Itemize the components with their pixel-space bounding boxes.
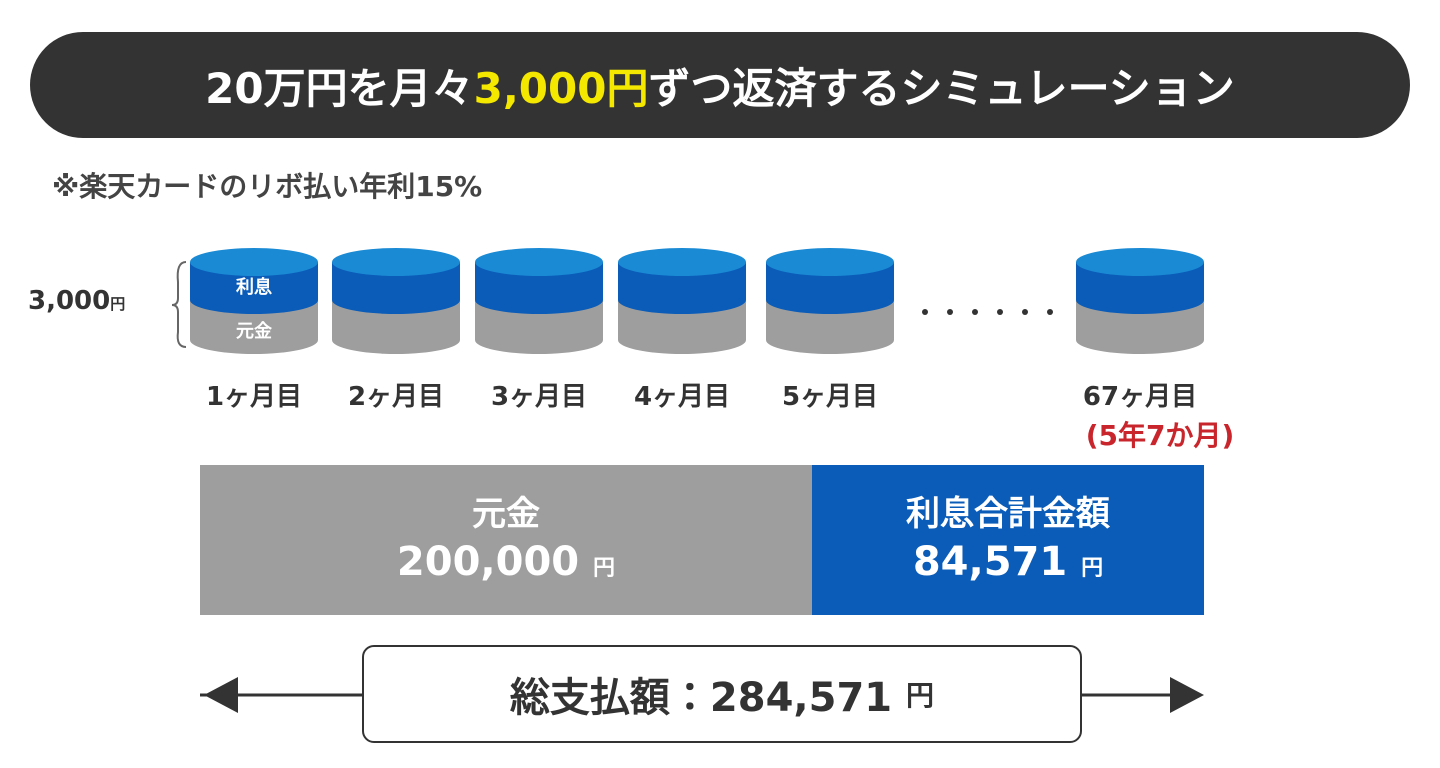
coin-top: [618, 248, 746, 276]
coin-principal: [475, 300, 603, 354]
coin-interest: [475, 262, 603, 314]
coin-top: [475, 248, 603, 276]
coin-top: [1076, 248, 1204, 276]
coin-principal: [332, 300, 460, 354]
payment-amount: 3,000円: [28, 286, 125, 316]
total-label: 総支払額：284,571: [509, 675, 893, 721]
title-highlight: 3,000円: [473, 63, 649, 113]
coin-interest: [618, 262, 746, 314]
coin-principal: [1076, 300, 1204, 354]
interest-bar: 利息合計金額 84,571 円: [812, 465, 1204, 615]
month-label: 2ヶ月目: [347, 382, 445, 412]
month-label: 1ヶ月目: [205, 382, 303, 412]
interest-label: 利息: [236, 276, 272, 298]
coin-principal: [618, 300, 746, 354]
title: 20万円を月々: [205, 63, 474, 113]
coin-top: [766, 248, 894, 276]
total-box: 総支払額：284,571 円: [362, 645, 1082, 743]
label: 利息合計金額: [906, 493, 1110, 534]
unit: 円: [110, 295, 126, 313]
note: ※楽天カードのリボ払い年利15%: [52, 170, 483, 203]
coin-interest: [766, 262, 894, 314]
brace: [171, 261, 187, 348]
duration: (5年7か月): [1085, 419, 1235, 452]
month-label: 4ヶ月目: [633, 382, 731, 412]
unit: 円: [593, 556, 616, 582]
coin-top: [190, 248, 318, 276]
principal-label: 元金: [236, 320, 273, 342]
principal-bar: 元金 200,000 円: [200, 465, 812, 615]
month-label: 3ヶ月目: [490, 382, 588, 412]
coin-top: [332, 248, 460, 276]
title: ずつ返済するシミュレーション: [648, 63, 1235, 113]
month-label: 5ヶ月目: [781, 382, 879, 412]
coin-principal: [190, 300, 318, 354]
label: 元金: [472, 493, 540, 534]
amount: 84,571: [912, 539, 1068, 586]
coin-interest: [190, 262, 318, 314]
ellipsis: [922, 309, 1053, 315]
amount: 200,000: [396, 539, 580, 586]
unit: 円: [1081, 556, 1104, 582]
month-label: 67ヶ月目: [1082, 382, 1198, 412]
coin-interest: [1076, 262, 1204, 314]
unit: 円: [906, 679, 935, 712]
coin-interest: [332, 262, 460, 314]
arrow-right: [1170, 677, 1204, 713]
amount: 3,000: [28, 286, 111, 316]
title-bar: 20万円を月々 3,000円 ずつ返済するシミュレーション: [30, 32, 1410, 138]
coin-principal: [766, 300, 894, 354]
arrow-left: [204, 677, 238, 713]
